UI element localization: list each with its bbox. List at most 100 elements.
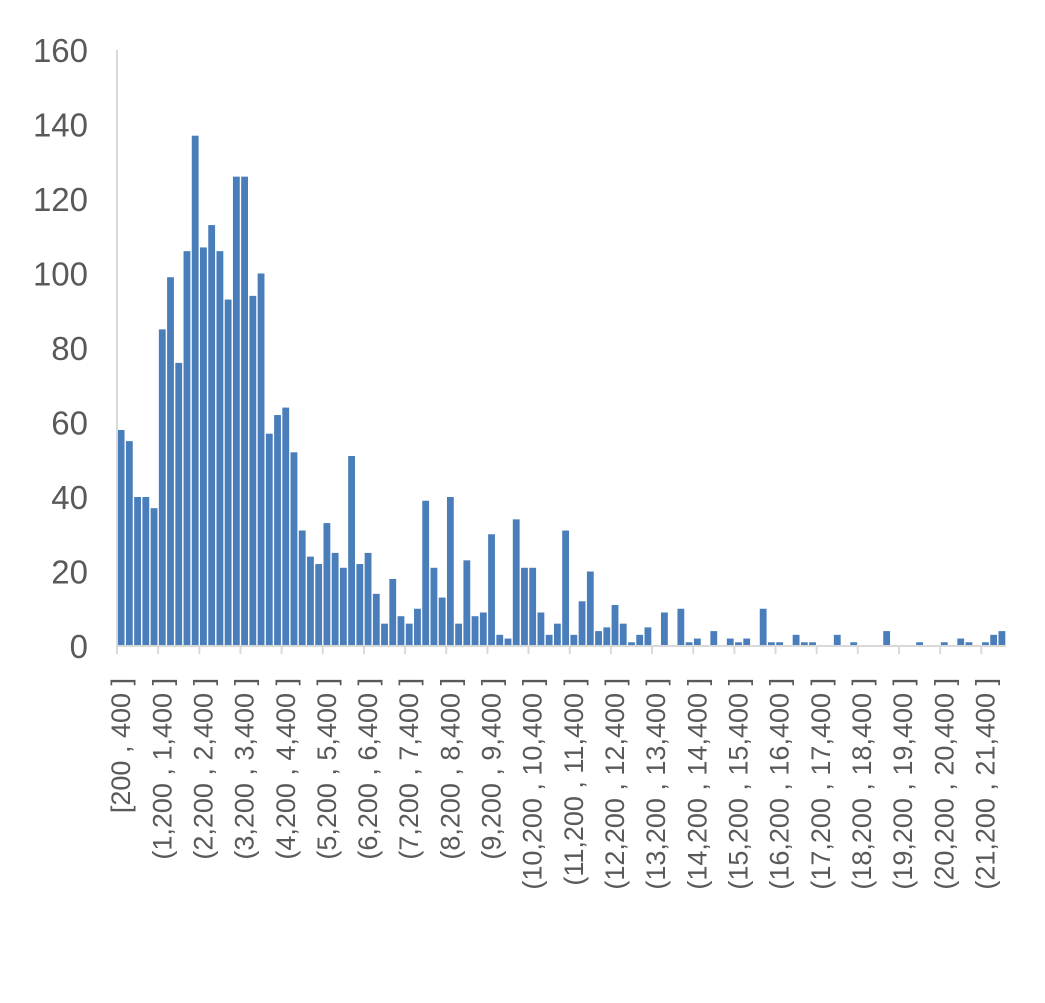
x-tick-label: (21,200 , 21,400 ]: [970, 678, 1000, 890]
histogram-bar: [117, 429, 125, 646]
histogram-bar: [636, 634, 644, 646]
histogram-bar: [603, 627, 611, 647]
histogram-bar: [446, 497, 454, 646]
histogram-bar: [422, 500, 430, 646]
histogram-bar: [743, 638, 751, 646]
histogram-bar: [578, 601, 586, 646]
histogram-bar: [331, 552, 339, 647]
histogram-bar: [463, 560, 471, 646]
x-tick-label: (15,200 , 15,400 ]: [723, 678, 753, 890]
y-tick-label: 20: [51, 554, 88, 591]
histogram-bar: [381, 623, 388, 646]
x-tick-label: (19,200 , 19,400 ]: [888, 678, 918, 890]
histogram-bar: [735, 642, 742, 646]
histogram-bar: [792, 634, 800, 646]
histogram-bar: [644, 627, 652, 647]
histogram-bar: [257, 273, 265, 646]
histogram-bar: [208, 225, 216, 646]
histogram-bar: [759, 608, 767, 646]
x-tick-label: (4,200 , 4,400 ]: [271, 678, 301, 860]
y-axis-ticks: 0 20 40 60 80 100 120 140 160: [33, 32, 88, 665]
y-tick-label: 140: [33, 107, 88, 144]
x-tick-label: (6,200 , 6,400 ]: [353, 678, 383, 860]
histogram-bar: [767, 642, 775, 646]
x-tick-label: (8,200 , 8,400 ]: [435, 678, 465, 860]
histogram-bar: [940, 642, 948, 646]
y-tick-label: 120: [33, 181, 88, 218]
histogram-bar: [274, 415, 281, 646]
histogram-bar: [298, 530, 306, 646]
y-tick-label: 60: [51, 405, 88, 442]
bars-group: [117, 135, 1006, 647]
histogram-bar: [496, 634, 504, 646]
x-tick-label: (20,200 , 20,400 ]: [929, 678, 959, 890]
histogram-bar: [957, 638, 965, 646]
histogram-bar: [290, 452, 298, 646]
histogram-bar: [562, 530, 570, 646]
histogram-bar: [726, 638, 734, 646]
histogram-bar: [348, 456, 356, 646]
histogram-bar: [232, 176, 240, 646]
histogram-bar: [982, 642, 989, 646]
x-tick-label: (11,200 , 11,400 ]: [559, 678, 589, 886]
histogram-bar: [619, 623, 627, 646]
histogram-bar: [356, 564, 364, 646]
histogram-bar: [809, 642, 816, 646]
x-tick-label: (12,200 , 12,400 ]: [600, 678, 630, 890]
histogram-bar: [833, 634, 841, 646]
histogram-bar: [241, 176, 248, 646]
histogram-bar: [595, 631, 602, 646]
histogram-bar: [438, 597, 446, 646]
x-tick-label: (10,200 , 10,400 ]: [518, 678, 548, 890]
histogram-bar: [142, 497, 150, 646]
histogram-bar: [389, 578, 397, 646]
histogram-bar: [553, 623, 561, 646]
histogram-bar: [134, 497, 141, 646]
histogram-bar: [430, 567, 438, 646]
histogram-bar: [471, 616, 479, 646]
histogram-bar: [710, 631, 718, 646]
histogram-bar: [191, 135, 199, 646]
histogram-bar: [265, 433, 273, 646]
x-tick-label: (13,200 , 13,400 ]: [641, 678, 671, 890]
histogram-bar: [586, 571, 594, 646]
x-tick-label: (1,200 , 1,400 ]: [147, 678, 177, 860]
histogram-bar: [372, 593, 380, 646]
y-tick-label: 80: [51, 330, 88, 367]
y-tick-label: 100: [33, 256, 88, 293]
x-tick-label: (7,200 , 7,400 ]: [394, 678, 424, 860]
histogram-bar: [545, 634, 553, 646]
histogram-bar: [479, 612, 487, 646]
histogram-bar: [512, 519, 520, 646]
histogram-bar: [570, 634, 578, 646]
histogram-bar: [249, 295, 257, 646]
x-tick-label: (18,200 , 18,400 ]: [847, 678, 877, 890]
histogram-bar: [965, 642, 973, 646]
histogram-bar: [414, 608, 421, 646]
histogram-bar: [800, 642, 808, 646]
histogram-bar: [216, 251, 224, 646]
histogram-bar: [916, 642, 923, 646]
histogram-bar: [405, 623, 413, 646]
histogram-bar: [660, 612, 668, 646]
histogram-bar: [183, 251, 191, 646]
histogram-bar: [628, 642, 635, 646]
histogram-bar: [488, 534, 495, 646]
histogram-bar: [883, 631, 891, 646]
histogram-bar: [307, 556, 314, 646]
histogram-bar: [990, 634, 998, 646]
histogram-bar: [125, 441, 133, 647]
x-tick-label: (9,200 , 9,400 ]: [477, 678, 507, 860]
histogram-bar: [529, 567, 537, 646]
histogram-bar: [175, 362, 183, 646]
histogram-bar: [537, 612, 545, 646]
histogram-bar: [776, 642, 784, 646]
histogram-bar: [504, 638, 512, 646]
y-tick-label: 0: [70, 628, 88, 665]
x-tick-label: (3,200 , 3,400 ]: [230, 678, 260, 860]
x-tick-label: (14,200 , 14,400 ]: [682, 678, 712, 890]
histogram-bar: [158, 329, 166, 647]
histogram-bar: [850, 642, 858, 646]
histogram-bar: [339, 567, 347, 646]
